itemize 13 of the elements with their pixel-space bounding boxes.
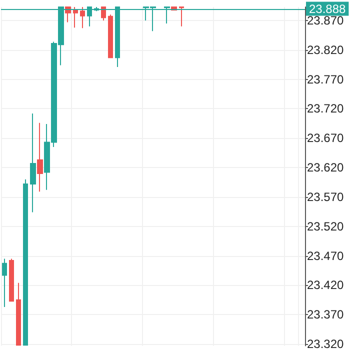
y-tick-label: 23.470 [307,248,344,263]
y-tick-label: 23.720 [307,102,344,116]
ref-line-label: 23.888 [309,2,346,16]
y-tick-label: 23.420 [307,278,344,292]
y-tick-label: 23.870 [307,14,344,28]
y-tick-label: 23.620 [307,160,344,175]
y-tick-label: 23.770 [307,72,344,86]
y-tick-label: 23.370 [307,308,344,322]
y-tick-label: 23.320 [307,337,344,350]
y-tick-label: 23.670 [307,131,344,146]
y-tick-label: 23.520 [307,219,344,234]
y-tick-label: 23.820 [307,42,344,57]
y-tick-label: 23.570 [307,190,344,204]
